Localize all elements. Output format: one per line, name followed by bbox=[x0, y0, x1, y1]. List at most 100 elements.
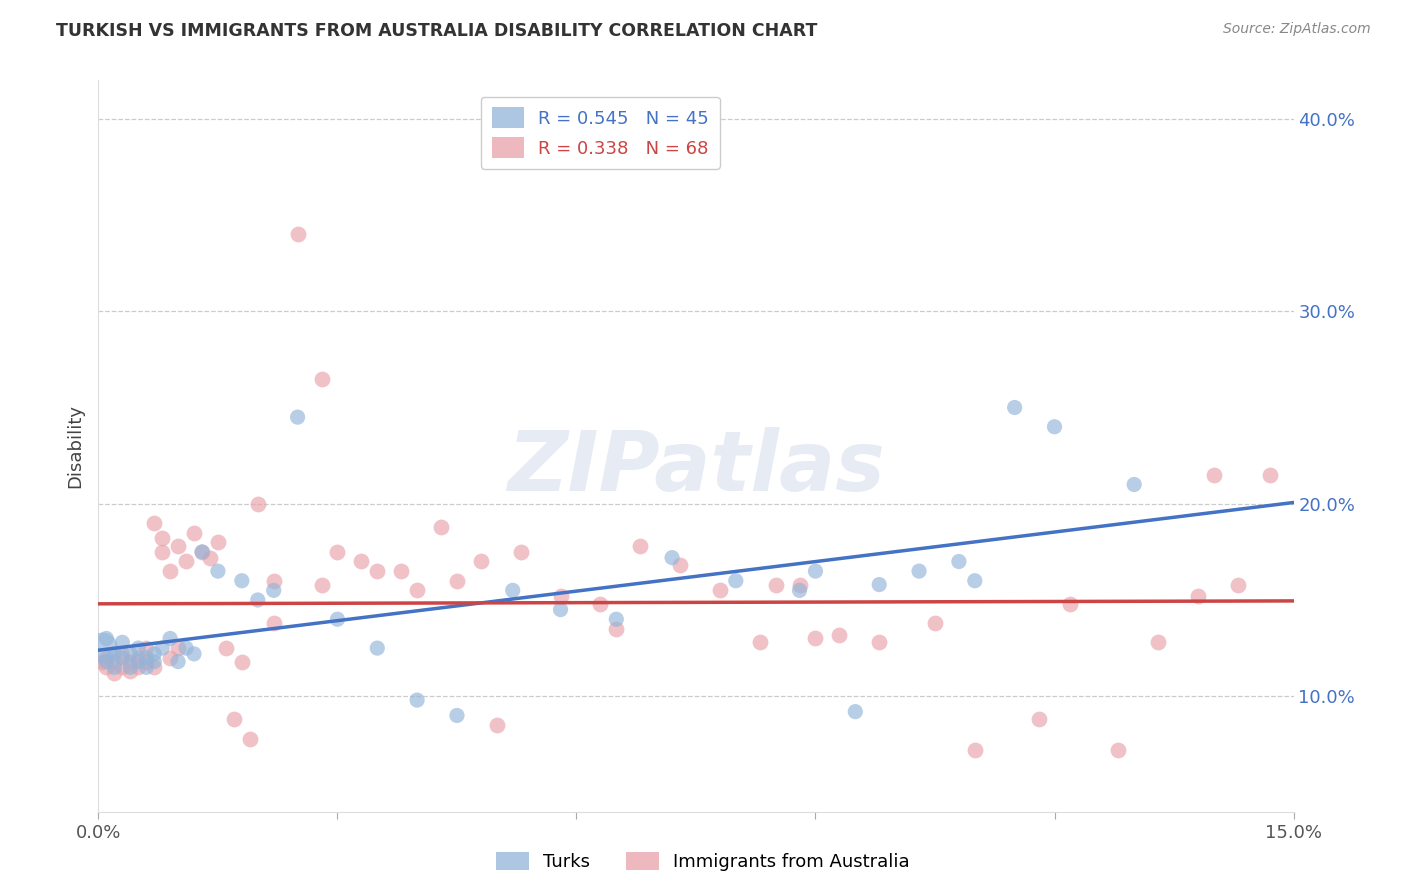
Text: Source: ZipAtlas.com: Source: ZipAtlas.com bbox=[1223, 22, 1371, 37]
Point bbox=[127, 660, 149, 674]
Point bbox=[135, 660, 157, 674]
Point bbox=[550, 602, 572, 616]
Point bbox=[350, 554, 373, 568]
Point bbox=[96, 655, 118, 669]
Point bbox=[96, 650, 118, 665]
Point bbox=[231, 574, 253, 588]
Point bbox=[263, 574, 285, 588]
Point bbox=[389, 564, 412, 578]
Point bbox=[127, 641, 149, 656]
Point bbox=[669, 558, 692, 573]
Point bbox=[96, 632, 118, 646]
Point bbox=[91, 655, 114, 669]
Point bbox=[120, 664, 142, 678]
Point bbox=[502, 583, 524, 598]
Point bbox=[191, 545, 214, 559]
Point bbox=[287, 227, 309, 242]
Point bbox=[1028, 712, 1050, 726]
Point bbox=[246, 593, 269, 607]
Point bbox=[287, 410, 309, 425]
Point bbox=[263, 616, 285, 631]
Point bbox=[143, 660, 166, 674]
Point bbox=[430, 520, 453, 534]
Point bbox=[924, 616, 946, 631]
Point bbox=[446, 574, 468, 588]
Point bbox=[183, 647, 205, 661]
Point bbox=[207, 535, 229, 549]
Point bbox=[868, 577, 890, 591]
Legend: Turks, Immigrants from Australia: Turks, Immigrants from Australia bbox=[489, 845, 917, 879]
Point bbox=[143, 516, 166, 530]
Point bbox=[868, 635, 890, 649]
Point bbox=[135, 641, 157, 656]
Point bbox=[748, 635, 770, 649]
Point bbox=[661, 550, 683, 565]
Point bbox=[143, 655, 166, 669]
Point bbox=[605, 612, 627, 626]
Point bbox=[311, 577, 333, 591]
Point bbox=[1004, 401, 1026, 415]
Point bbox=[183, 525, 205, 540]
Point bbox=[628, 539, 651, 553]
Point bbox=[1187, 589, 1209, 603]
Point bbox=[1043, 419, 1066, 434]
Point bbox=[1059, 597, 1081, 611]
Point bbox=[509, 545, 531, 559]
Point bbox=[589, 597, 612, 611]
Point bbox=[263, 583, 285, 598]
Point bbox=[406, 583, 429, 598]
Point bbox=[159, 632, 181, 646]
Point bbox=[215, 641, 238, 656]
Point bbox=[828, 627, 851, 641]
Point bbox=[174, 554, 197, 568]
Point bbox=[103, 647, 125, 661]
Point bbox=[485, 718, 508, 732]
Point bbox=[120, 660, 142, 674]
Point bbox=[111, 635, 134, 649]
Point bbox=[111, 647, 134, 661]
Y-axis label: Disability: Disability bbox=[66, 404, 84, 488]
Point bbox=[120, 647, 142, 661]
Legend: R = 0.545   N = 45, R = 0.338   N = 68: R = 0.545 N = 45, R = 0.338 N = 68 bbox=[481, 96, 720, 169]
Point bbox=[326, 612, 349, 626]
Point bbox=[246, 497, 269, 511]
Point bbox=[446, 708, 468, 723]
Point bbox=[1147, 635, 1170, 649]
Point bbox=[908, 564, 931, 578]
Point bbox=[963, 574, 986, 588]
Point bbox=[167, 539, 190, 553]
Point bbox=[120, 655, 142, 669]
Text: TURKISH VS IMMIGRANTS FROM AUSTRALIA DISABILITY CORRELATION CHART: TURKISH VS IMMIGRANTS FROM AUSTRALIA DIS… bbox=[56, 22, 818, 40]
Point bbox=[804, 564, 827, 578]
Point bbox=[96, 660, 118, 674]
Point bbox=[111, 660, 134, 674]
Point bbox=[167, 641, 190, 656]
Point bbox=[143, 647, 166, 661]
Point bbox=[231, 655, 253, 669]
Point bbox=[804, 632, 827, 646]
Point bbox=[135, 650, 157, 665]
Point bbox=[963, 743, 986, 757]
Point bbox=[550, 589, 572, 603]
Point bbox=[311, 371, 333, 385]
Point bbox=[127, 650, 149, 665]
Point bbox=[948, 554, 970, 568]
Point bbox=[1123, 477, 1146, 491]
Point bbox=[789, 577, 811, 591]
Point bbox=[709, 583, 731, 598]
Point bbox=[111, 650, 134, 665]
Text: ZIPatlas: ZIPatlas bbox=[508, 427, 884, 508]
Point bbox=[1258, 467, 1281, 482]
Point bbox=[191, 545, 214, 559]
Point bbox=[159, 564, 181, 578]
Point bbox=[844, 705, 866, 719]
Point bbox=[1202, 467, 1225, 482]
Point bbox=[724, 574, 747, 588]
Point bbox=[150, 545, 173, 559]
Point bbox=[1226, 577, 1249, 591]
Point bbox=[103, 666, 125, 681]
Point bbox=[174, 641, 197, 656]
Point bbox=[239, 731, 262, 746]
Point bbox=[150, 532, 173, 546]
Point bbox=[91, 641, 114, 656]
